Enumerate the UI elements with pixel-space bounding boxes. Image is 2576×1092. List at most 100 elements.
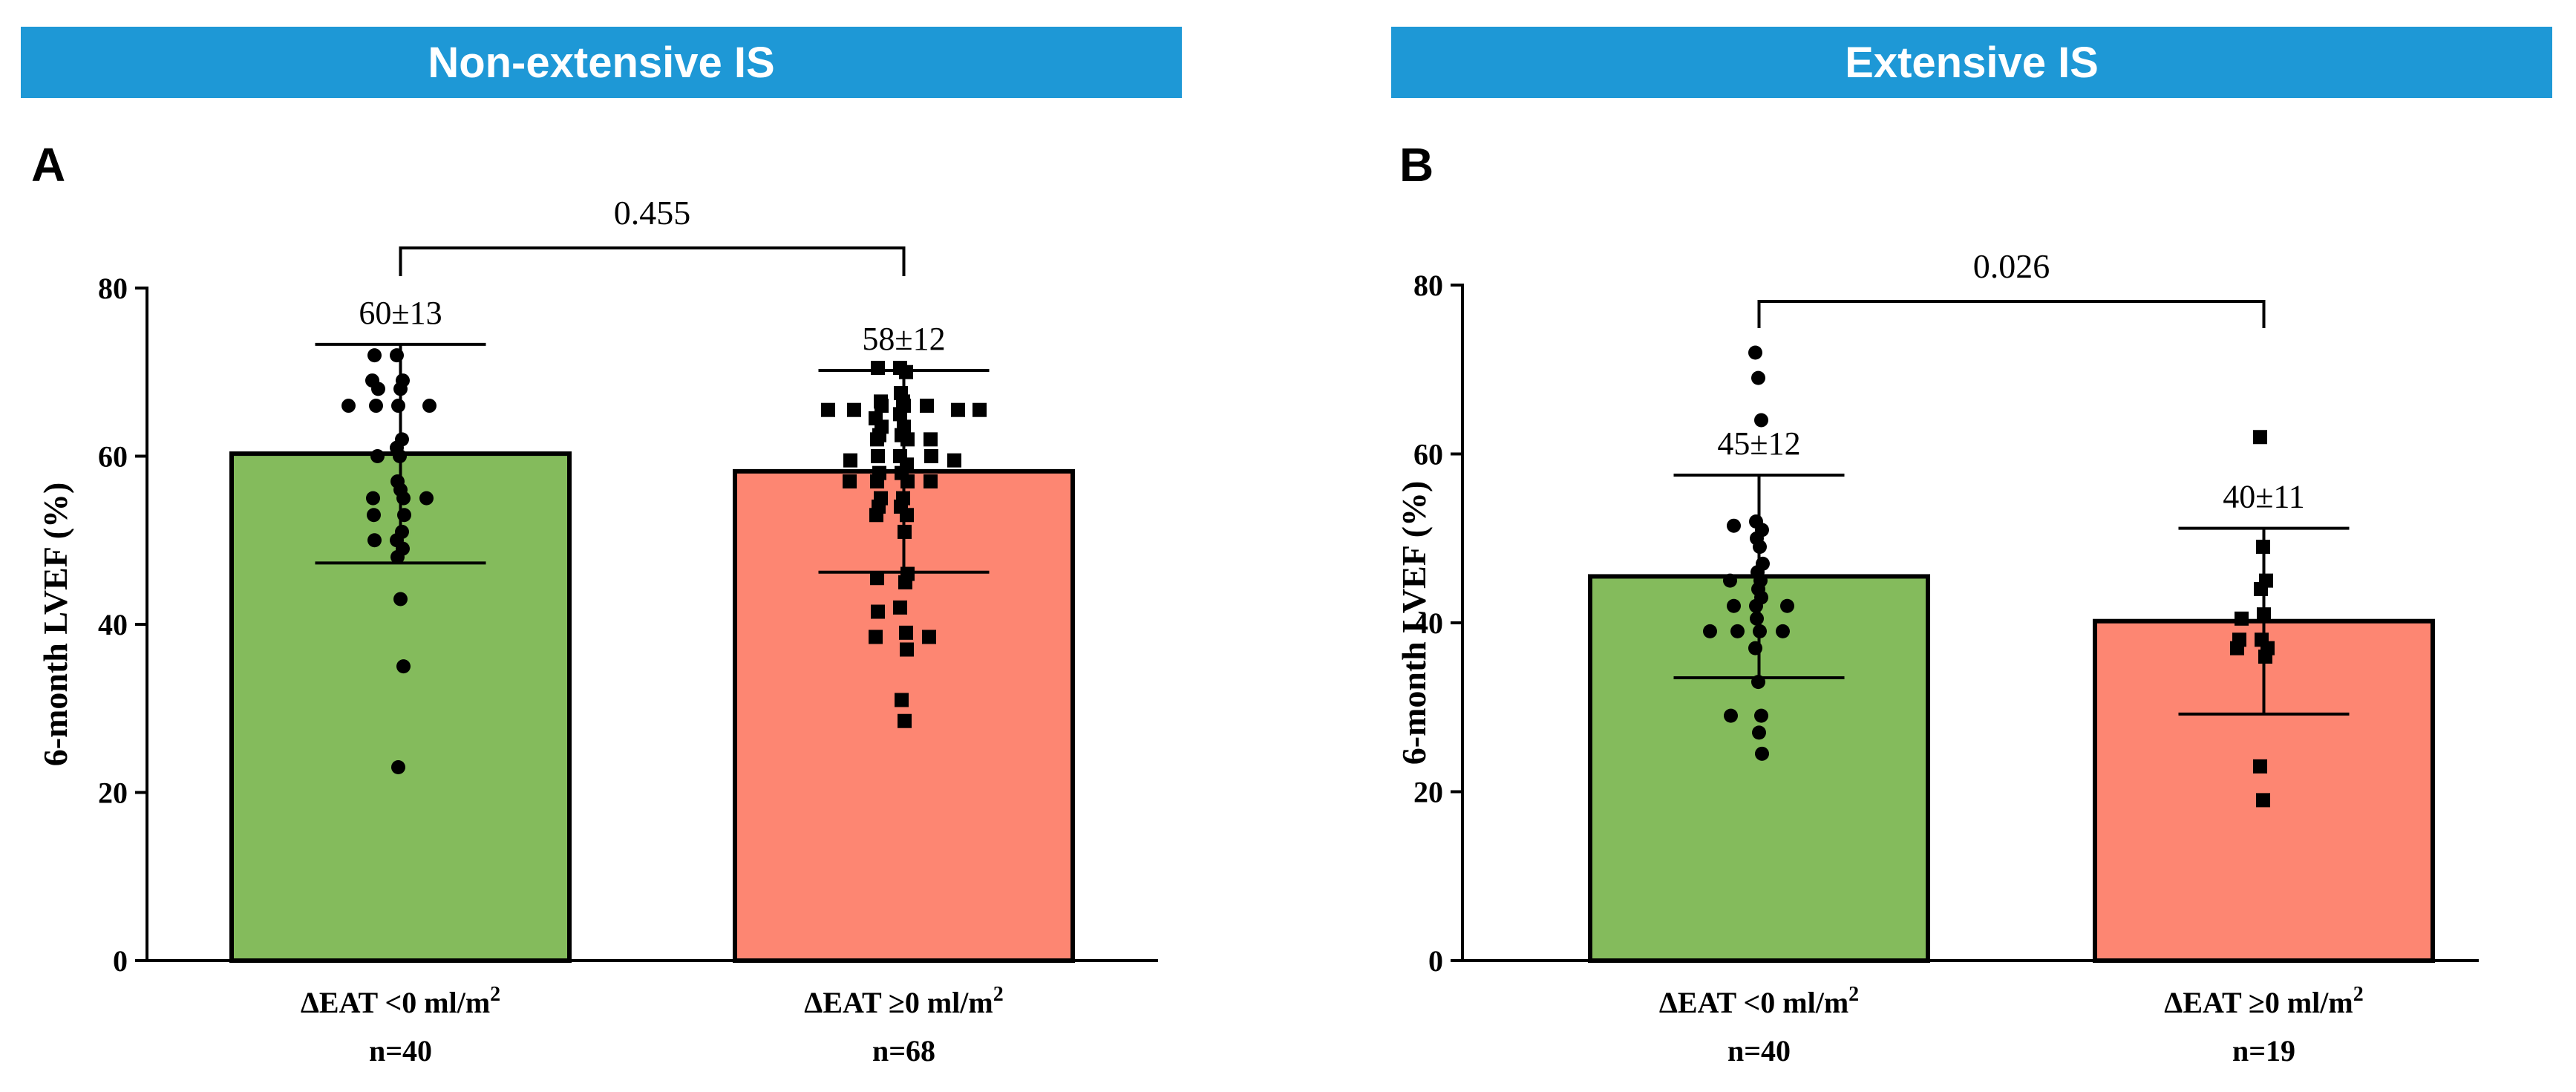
data-point: [896, 394, 910, 409]
data-point: [1751, 370, 1765, 385]
data-point: [341, 399, 356, 413]
y-tick-label: 40: [98, 608, 128, 641]
data-point: [899, 625, 913, 640]
data-point: [895, 693, 909, 707]
data-point: [2254, 582, 2268, 596]
data-point: [2258, 650, 2272, 664]
y-tick-label: 60: [1413, 438, 1443, 471]
y-tick-label: 80: [1413, 269, 1443, 302]
data-point: [898, 713, 912, 728]
data-point: [870, 474, 884, 488]
y-tick-label: 0: [1428, 944, 1443, 978]
data-point: [1723, 573, 1737, 588]
x-tick-label: ΔEAT <0 ml/m2: [1659, 983, 1859, 1019]
data-point: [2256, 793, 2270, 808]
data-point: [1750, 611, 1764, 626]
data-point: [1727, 518, 1741, 533]
chart-panel-a: 6-month LVEF (%) 0 20 40 60 80 60±13 ΔEAT <0 ml…: [36, 194, 1158, 1068]
x-tick-label: ΔEAT ≥0 ml/m2: [804, 983, 1003, 1019]
significance-bracket: [399, 246, 906, 276]
data-point: [393, 449, 407, 463]
data-point: [370, 449, 385, 463]
p-value-label: 0.455: [614, 194, 691, 232]
y-tick-label: 20: [98, 777, 128, 810]
y-tick-label: 20: [1413, 776, 1443, 809]
data-point: [900, 642, 914, 657]
data-point: [898, 524, 912, 539]
chart-panel-b: 6-month LVEF (%) 0 20 40 60 80 45±12 ΔEAT <0 ml…: [1395, 247, 2479, 1068]
data-point: [900, 508, 914, 523]
data-point: [393, 382, 408, 396]
data-point: [371, 382, 385, 396]
data-point: [922, 630, 936, 644]
data-point: [2253, 759, 2267, 774]
data-point: [393, 592, 408, 607]
data-point: [951, 402, 965, 417]
data-point: [390, 549, 405, 564]
data-point: [900, 432, 915, 447]
data-point: [390, 348, 404, 363]
data-point: [2253, 430, 2267, 445]
data-point: [367, 348, 382, 363]
data-point: [923, 432, 938, 447]
data-point: [369, 399, 383, 413]
data-point: [367, 508, 381, 523]
data-point: [1754, 413, 1768, 428]
group-n-label: n=68: [872, 1034, 935, 1068]
data-point: [419, 491, 434, 506]
data-point: [367, 533, 382, 548]
banner-extensive: Extensive IS: [1391, 27, 2552, 98]
y-tick-label: 0: [113, 944, 128, 978]
data-point: [821, 402, 835, 417]
data-point: [972, 402, 987, 417]
data-point: [2256, 540, 2270, 555]
data-point: [2235, 611, 2249, 626]
group-n-label: n=40: [369, 1034, 432, 1068]
data-point: [1753, 540, 1767, 555]
group-n-label: n=40: [1727, 1034, 1791, 1068]
data-point: [871, 361, 885, 376]
banner-non-extensive: Non-extensive IS: [21, 27, 1182, 98]
banner-right-title: Extensive IS: [1845, 38, 2099, 87]
data-point: [1751, 675, 1765, 690]
data-point: [1727, 598, 1741, 613]
group-n-label: n=19: [2232, 1034, 2295, 1068]
data-point: [391, 399, 405, 413]
banner-left-title: Non-extensive IS: [428, 38, 775, 87]
data-point: [870, 432, 884, 447]
data-point: [869, 508, 883, 523]
significance-bracket: [1757, 300, 2266, 328]
data-point: [1748, 345, 1762, 360]
data-point: [843, 474, 857, 488]
data-point: [871, 449, 885, 463]
y-axis-label: 6-month LVEF (%): [1395, 481, 1433, 765]
data-point: [391, 760, 405, 775]
data-point: [1753, 624, 1767, 638]
x-tick-label: ΔEAT <0 ml/m2: [301, 983, 500, 1019]
bar-value-label: 45±12: [1717, 425, 1800, 462]
data-point: [893, 407, 907, 422]
y-tick-label: 40: [1413, 607, 1443, 640]
data-point: [874, 394, 888, 409]
data-point: [1780, 598, 1794, 613]
data-point: [947, 453, 961, 468]
data-point: [1748, 641, 1762, 655]
data-point: [2257, 607, 2271, 622]
data-point: [843, 453, 857, 468]
data-point: [869, 630, 883, 644]
data-point: [1703, 624, 1717, 638]
panel-letter-b: B: [1399, 138, 1434, 192]
y-axis-label: 6-month LVEF (%): [36, 483, 74, 767]
data-point: [923, 474, 938, 488]
bar-value-label: 40±11: [2223, 479, 2305, 515]
data-point: [900, 474, 915, 488]
data-point: [893, 600, 907, 615]
data-point: [397, 508, 411, 523]
data-point: [2230, 641, 2244, 655]
data-point: [1724, 708, 1738, 723]
data-point: [920, 399, 934, 413]
panel-letter-a: A: [31, 138, 66, 192]
data-point: [871, 604, 885, 619]
data-point: [847, 402, 861, 417]
data-point: [870, 571, 884, 586]
